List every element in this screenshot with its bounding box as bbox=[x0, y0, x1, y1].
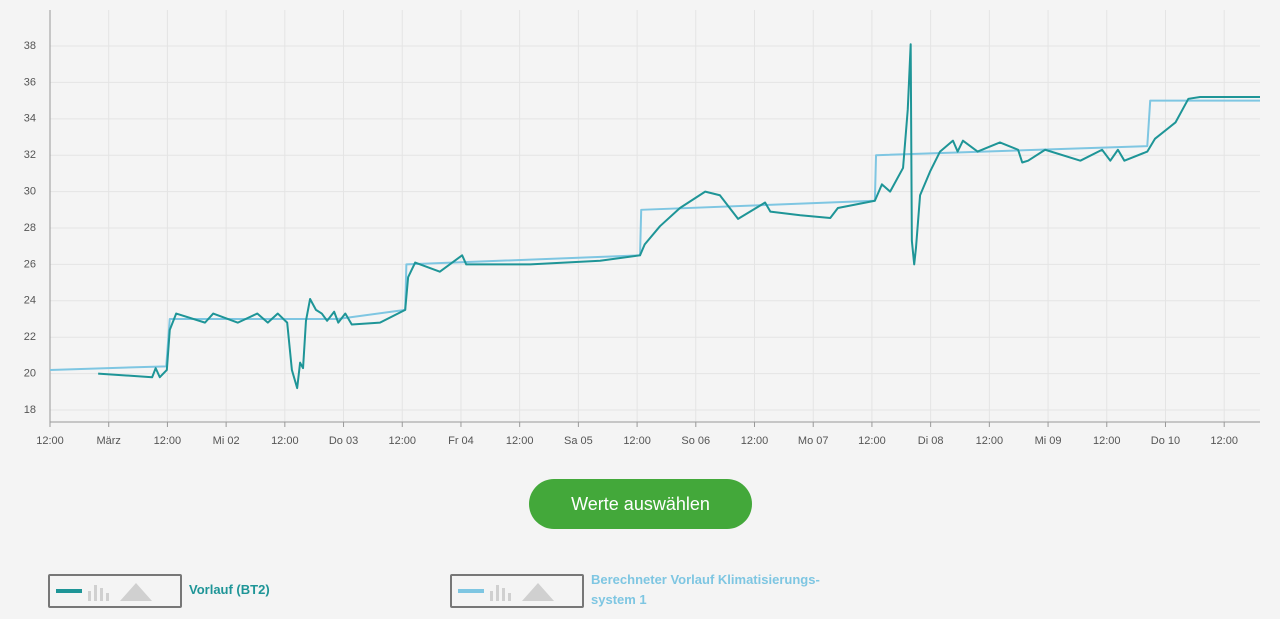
y-tick-label: 28 bbox=[24, 222, 36, 234]
x-tick-label: 12:00 bbox=[388, 435, 416, 447]
y-tick-label: 30 bbox=[24, 186, 36, 198]
x-tick-label: Mi 02 bbox=[213, 435, 240, 447]
y-tick-label: 18 bbox=[24, 404, 36, 416]
x-tick-label: So 06 bbox=[681, 435, 710, 447]
legend-icon bbox=[450, 574, 584, 608]
x-tick-label: 12:00 bbox=[154, 435, 182, 447]
x-tick-label: Do 10 bbox=[1151, 435, 1180, 447]
legend-decoration bbox=[490, 583, 554, 601]
y-tick-label: 20 bbox=[24, 367, 36, 379]
legend-decoration bbox=[88, 583, 152, 601]
x-tick-label: 12:00 bbox=[623, 435, 651, 447]
x-tick-label: 12:00 bbox=[976, 435, 1004, 447]
x-tick-label: Mo 07 bbox=[798, 435, 829, 447]
x-tick-label: Fr 04 bbox=[448, 435, 474, 447]
y-tick-label: 22 bbox=[24, 331, 36, 343]
x-tick-label: Mi 09 bbox=[1035, 435, 1062, 447]
legend-icon bbox=[48, 574, 182, 608]
legend-label: Berechneter Vorlauf Klimatisierungs­syst… bbox=[591, 572, 820, 607]
data-line bbox=[98, 43, 1260, 390]
chart: 18 20 22 24 26 28 30 32 34 36 38 12:00 März 12:00 Mi 0… bbox=[24, 10, 1260, 447]
x-tick-label: 12:00 bbox=[1093, 435, 1121, 447]
x-tick-label: Sa 05 bbox=[564, 435, 593, 447]
x-tick-label: Di 08 bbox=[918, 435, 944, 447]
x-tick-label: März bbox=[96, 435, 120, 447]
x-tick-label: 12:00 bbox=[1210, 435, 1238, 447]
data-line bbox=[49, 99, 1260, 371]
x-tick-label: 12:00 bbox=[271, 435, 299, 447]
x-tick-label: 12:00 bbox=[36, 435, 64, 447]
y-tick-label: 34 bbox=[24, 113, 36, 125]
y-tick-label: 26 bbox=[24, 258, 36, 270]
legend-label: Vorlauf (BT2) bbox=[189, 582, 270, 597]
x-tick-label: 12:00 bbox=[858, 435, 886, 447]
x-tick-label: 12:00 bbox=[741, 435, 769, 447]
y-tick-label: 24 bbox=[24, 295, 36, 307]
y-tick-label: 38 bbox=[24, 40, 36, 52]
y-tick-label: 32 bbox=[24, 149, 36, 161]
x-tick-label: Do 03 bbox=[329, 435, 358, 447]
x-tick-label: 12:00 bbox=[506, 435, 534, 447]
select-values-button[interactable]: Werte auswählen bbox=[529, 479, 752, 529]
y-tick-label: 36 bbox=[24, 76, 36, 88]
